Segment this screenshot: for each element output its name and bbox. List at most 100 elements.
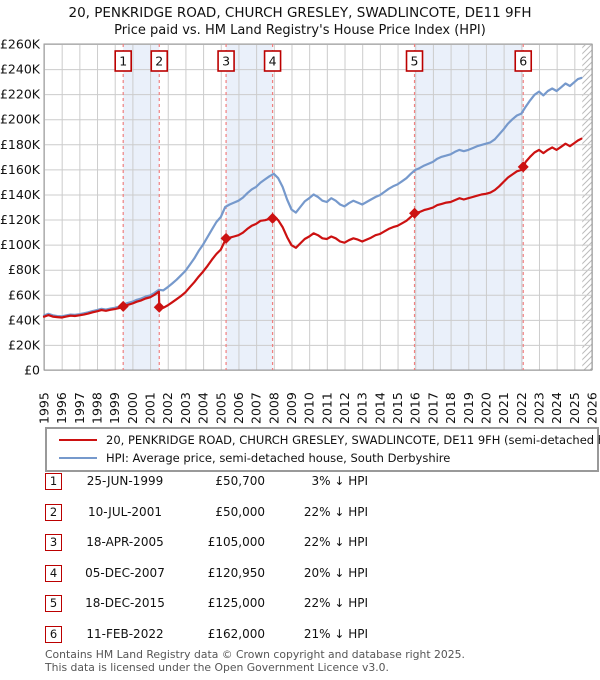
svg-text:2015: 2015 xyxy=(390,392,405,424)
svg-text:2007: 2007 xyxy=(249,392,264,424)
svg-text:£220K: £220K xyxy=(0,87,41,102)
svg-text:£0: £0 xyxy=(24,363,40,378)
transaction-number-badge: 3 xyxy=(45,534,62,552)
svg-text:2013: 2013 xyxy=(355,392,370,424)
transaction-row: 4 05-DEC-2007 £120,950 20% ↓ HPI xyxy=(0,564,600,583)
transaction-date: 05-DEC-2007 xyxy=(85,565,165,580)
page-title-line1: 20, PENKRIDGE ROAD, CHURCH GRESLEY, SWAD… xyxy=(68,5,532,21)
transaction-vs-hpi: 22% ↓ HPI xyxy=(303,504,368,519)
transaction-number-badge: 6 xyxy=(45,626,62,643)
transaction-row: 1 25-JUN-1999 £50,700 3% ↓ HPI xyxy=(0,473,600,491)
svg-text:2000: 2000 xyxy=(125,392,140,424)
transaction-row: 5 18-DEC-2015 £125,000 22% ↓ HPI xyxy=(0,595,600,613)
svg-text:2014: 2014 xyxy=(372,392,387,424)
svg-text:2: 2 xyxy=(155,54,163,69)
property-series-line xyxy=(42,137,583,319)
svg-text:2005: 2005 xyxy=(213,392,228,424)
legend-item: 20, PENKRIDGE ROAD, CHURCH GRESLEY, SWAD… xyxy=(47,431,600,449)
ownership-bands xyxy=(123,44,524,370)
y-axis-labels: £0 £20K £40K £60K £80K £100K £120K £140K £160K £1… xyxy=(0,37,41,378)
svg-text:1999: 1999 xyxy=(107,392,122,424)
transaction-vs-hpi: 21% ↓ HPI xyxy=(303,627,368,641)
svg-text:£200K: £200K xyxy=(0,112,41,127)
transaction-date: 25-JUN-1999 xyxy=(86,474,164,488)
svg-text:2012: 2012 xyxy=(337,392,352,424)
transaction-row: 2 10-JUL-2001 £50,000 22% ↓ HPI xyxy=(0,503,600,522)
transaction-price: £162,000 xyxy=(207,627,265,641)
transaction-price: £105,000 xyxy=(207,535,265,550)
transaction-price: £120,950 xyxy=(207,565,265,580)
sale-point-markers xyxy=(117,161,529,313)
svg-text:2019: 2019 xyxy=(461,392,476,424)
legend-line-hpi-icon xyxy=(59,457,97,459)
svg-text:1997: 1997 xyxy=(72,392,87,424)
svg-text:4: 4 xyxy=(269,54,277,69)
svg-text:2004: 2004 xyxy=(196,392,211,424)
plot-border xyxy=(43,43,593,371)
transaction-price: £50,000 xyxy=(215,504,265,519)
transaction-number-badge: 1 xyxy=(45,473,62,490)
svg-text:£20K: £20K xyxy=(8,337,41,352)
svg-text:£180K: £180K xyxy=(0,137,41,152)
svg-text:2008: 2008 xyxy=(266,392,281,424)
svg-text:2009: 2009 xyxy=(284,392,299,424)
svg-text:£40K: £40K xyxy=(8,312,41,327)
svg-text:2010: 2010 xyxy=(302,392,317,424)
footer-line2: This data is licensed under the Open Gov… xyxy=(45,661,389,674)
svg-text:2018: 2018 xyxy=(443,392,458,424)
transaction-number-badge: 2 xyxy=(45,503,62,521)
transaction-date: 18-APR-2005 xyxy=(86,535,164,550)
footer-line1: Contains HM Land Registry data © Crown c… xyxy=(45,648,465,661)
svg-text:2016: 2016 xyxy=(408,392,423,424)
svg-text:£160K: £160K xyxy=(0,162,41,177)
svg-text:£240K: £240K xyxy=(0,62,41,77)
svg-text:2003: 2003 xyxy=(178,392,193,424)
svg-text:2021: 2021 xyxy=(496,392,511,424)
chart-title: 20, PENKRIDGE ROAD, CHURCH GRESLEY, SWAD… xyxy=(0,4,600,39)
transaction-date: 18-DEC-2015 xyxy=(85,596,165,611)
svg-text:£80K: £80K xyxy=(8,262,41,277)
future-hatch-region xyxy=(582,44,592,370)
svg-text:£100K: £100K xyxy=(0,237,41,252)
svg-text:1: 1 xyxy=(119,54,127,69)
transaction-row: 3 18-APR-2005 £105,000 22% ↓ HPI xyxy=(0,534,600,552)
transaction-price: £50,700 xyxy=(215,474,265,488)
transaction-date: 10-JUL-2001 xyxy=(88,504,162,519)
page-title-line2: Price paid vs. HM Land Registry's House … xyxy=(114,23,486,38)
legend-item-label: 20, PENKRIDGE ROAD, CHURCH GRESLEY, SWAD… xyxy=(106,433,600,447)
svg-text:2002: 2002 xyxy=(160,392,175,424)
svg-text:2001: 2001 xyxy=(143,392,158,424)
svg-text:1998: 1998 xyxy=(90,392,105,424)
svg-text:£60K: £60K xyxy=(8,287,41,302)
svg-text:2026: 2026 xyxy=(585,392,600,424)
transaction-number-badge: 4 xyxy=(45,564,62,582)
chart-legend: 20, PENKRIDGE ROAD, CHURCH GRESLEY, SWAD… xyxy=(45,427,600,472)
svg-text:2017: 2017 xyxy=(425,392,440,424)
svg-text:1996: 1996 xyxy=(54,392,69,424)
svg-text:2020: 2020 xyxy=(478,392,493,424)
price-chart: 1 2 3 4 5 6£0£20K£40K£60K£80K£100K£120K£140K£… xyxy=(0,37,600,425)
license-footer: Contains HM Land Registry data © Crown c… xyxy=(45,648,465,674)
svg-text:6: 6 xyxy=(519,54,527,69)
svg-text:£120K: £120K xyxy=(0,212,41,227)
svg-text:£260K: £260K xyxy=(0,37,41,52)
transaction-date: 11-FEB-2022 xyxy=(86,627,164,641)
svg-text:2011: 2011 xyxy=(319,392,334,424)
svg-text:1995: 1995 xyxy=(37,392,52,424)
svg-text:3: 3 xyxy=(222,54,230,69)
svg-text:5: 5 xyxy=(411,54,419,69)
svg-text:£140K: £140K xyxy=(0,187,41,202)
transaction-vs-hpi: 3% ↓ HPI xyxy=(311,474,368,488)
transaction-price: £125,000 xyxy=(207,596,265,611)
transaction-row: 6 11-FEB-2022 £162,000 21% ↓ HPI xyxy=(0,626,600,644)
svg-text:2023: 2023 xyxy=(531,392,546,424)
transaction-number-badge: 5 xyxy=(45,595,62,613)
hpi-series-line xyxy=(42,76,583,318)
x-axis-labels: 1995 1996 1997 1998 1999 2000 2001 2002 2003 2004… xyxy=(37,392,600,424)
transaction-vs-hpi: 20% ↓ HPI xyxy=(303,565,368,580)
transaction-vs-hpi: 22% ↓ HPI xyxy=(303,596,368,611)
legend-item: HPI: Average price, semi-detached house,… xyxy=(47,449,597,467)
svg-text:2006: 2006 xyxy=(231,392,246,424)
transaction-vs-hpi: 22% ↓ HPI xyxy=(303,535,368,550)
